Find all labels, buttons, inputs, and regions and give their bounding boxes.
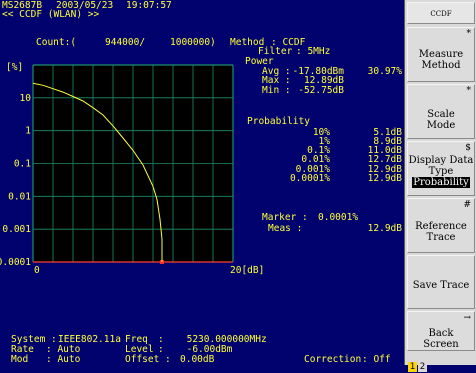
measure-method-line2: Method [421, 60, 461, 71]
mod-label: Mod [11, 354, 29, 365]
y-tick-label: 1 [25, 126, 31, 137]
measure-method-button[interactable]: * Measure Method [407, 27, 475, 82]
power-avg-percent: 30.97% [367, 66, 402, 77]
rate-value: : Auto [46, 344, 81, 355]
level-value: : -6.00dBm [158, 344, 233, 355]
y-tick-label: 10 [20, 93, 32, 104]
meas-value: 12.9dB [367, 223, 402, 234]
scale-mode-line2: Mode [426, 120, 456, 131]
meas-label: Meas : [268, 223, 303, 234]
x-tick-label: 0 [34, 265, 40, 276]
reference-trace-line2: Trace [426, 232, 456, 243]
y-tick-label: 0.1 [14, 159, 31, 170]
filter-value: : 5MHz [296, 46, 331, 57]
y-axis-label: [%] [6, 62, 23, 73]
probability-title: Probability [247, 116, 310, 127]
probability-row-value: 12.7dB [367, 154, 402, 165]
power-min-label: Min : [262, 85, 291, 96]
x-tick-label: 20[dB] [230, 265, 264, 276]
softkey-mark: $ [465, 143, 471, 153]
page-1-indicator[interactable]: 1 [408, 362, 417, 372]
marker-label: Marker : [262, 212, 308, 223]
probability-row-pct: 0.001% [295, 164, 330, 175]
system-value: IEEE802.11a [58, 334, 121, 345]
count-total: 1000000) [170, 37, 216, 48]
method-label: Method [230, 37, 265, 48]
back-screen-line2: Screen [423, 339, 459, 350]
arrow-right-icon: → [463, 313, 471, 323]
mod-value: : Auto [46, 354, 81, 365]
probability-row-pct: 10% [312, 127, 330, 138]
freq-value: : 5230.000000MHz [158, 334, 267, 345]
display-data-type-line1: Display Data [408, 155, 474, 166]
power-avg-value: -17.80dBm [292, 66, 344, 77]
model-name: MS2687B [2, 0, 43, 11]
y-tick-label: 0.001 [2, 224, 31, 235]
rate-label: Rate [11, 344, 34, 355]
softkey-mark: * [466, 29, 472, 39]
reference-trace-button[interactable]: # Reference Trace [407, 198, 475, 253]
mode-title: << CCDF (WLAN) >> [2, 9, 100, 20]
level-label: Level [125, 344, 154, 355]
probability-row-pct: 0.01% [301, 154, 330, 165]
save-trace-label: Save Trace [412, 280, 470, 291]
scale-mode-line1: Scale [427, 109, 455, 120]
y-tick-label: 0.0001 [0, 257, 31, 268]
correction-label: Correction [304, 354, 362, 365]
save-trace-button[interactable]: Save Trace [407, 255, 475, 309]
power-max-label: Max : [262, 75, 291, 86]
marker-value: 0.0001% [318, 212, 359, 223]
probability-row-value: 12.9dB [367, 164, 402, 175]
probability-row-pct: 1% [318, 136, 330, 147]
filter-label: Filter [258, 46, 293, 57]
display-data-type-line2: Type [428, 166, 454, 177]
probability-row-value: 5.1dB [373, 127, 402, 138]
softkey-panel: CCDF * Measure Method * Scale Mode $ Dis… [404, 0, 476, 372]
freq-label: Freq [125, 334, 148, 345]
y-tick-label: 0.01 [8, 191, 31, 202]
softkey-mark: # [463, 200, 471, 210]
page-2-indicator[interactable]: 2 [418, 362, 427, 372]
power-max-value: 12.89dB [303, 75, 344, 86]
display-data-type-selected: Probability [412, 177, 470, 188]
softkey-menu-title: CCDF [407, 2, 475, 24]
offset-value: 0.00dB [180, 354, 215, 365]
softkey-mark: * [466, 86, 472, 96]
measure-method-line1: Measure [418, 49, 464, 60]
probability-row-value: 12.9dB [367, 173, 402, 184]
ccdf-series-line [32, 82, 163, 262]
display-data-type-button[interactable]: $ Display Data Type Probability [407, 141, 475, 196]
time-readout: 19:07:57 [126, 0, 172, 11]
scale-mode-button[interactable]: * Scale Mode [407, 84, 475, 139]
probability-row-pct: 0.1% [307, 145, 330, 156]
back-screen-line1: Back [428, 328, 454, 339]
power-title: Power [245, 56, 274, 67]
reference-trace-line1: Reference [415, 221, 467, 232]
count-label: Count:( [36, 37, 77, 48]
date-readout: 2003/05/23 [56, 0, 114, 11]
method-value: : CCDF [271, 37, 306, 48]
correction-value: : Off [362, 354, 391, 365]
system-label: System : [11, 334, 57, 345]
power-min-value: -52.75dB [298, 85, 344, 96]
offset-label: Offset : [125, 354, 171, 365]
back-screen-button[interactable]: → Back Screen [407, 311, 475, 351]
probability-row-value: 11.0dB [367, 145, 402, 156]
probability-row-pct: 0.0001% [289, 173, 330, 184]
probability-row-value: 8.9dB [373, 136, 402, 147]
analyzer-screen: MS2687B 2003/05/23 19:07:57 << CCDF (WLA… [0, 0, 404, 365]
count-current: 944000/ [105, 37, 146, 48]
power-avg-label: Avg : [262, 66, 291, 77]
